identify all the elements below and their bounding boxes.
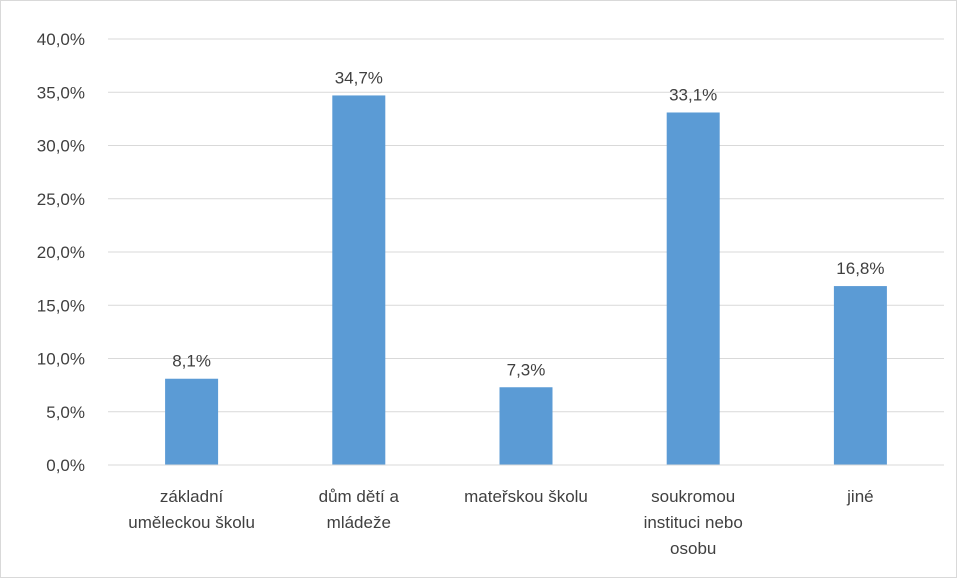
- y-tick-label: 30,0%: [37, 137, 85, 156]
- bar: [332, 95, 386, 465]
- y-tick-label: 0,0%: [46, 456, 85, 475]
- x-tick-label: uměleckou školu: [128, 513, 255, 532]
- bar: [666, 112, 720, 466]
- data-label: 7,3%: [507, 360, 546, 379]
- y-tick-label: 40,0%: [37, 30, 85, 49]
- x-tick-label: mateřskou školu: [464, 487, 588, 506]
- bar: [833, 286, 887, 465]
- data-label: 16,8%: [836, 259, 884, 278]
- x-tick-label: soukromou: [651, 487, 735, 506]
- x-tick-label: instituci nebo: [644, 513, 743, 532]
- data-label: 33,1%: [669, 85, 717, 104]
- x-tick-label: základní: [160, 487, 224, 506]
- x-tick-label: osobu: [670, 539, 716, 558]
- y-tick-label: 15,0%: [37, 296, 85, 315]
- x-tick-label: dům dětí a: [319, 487, 400, 506]
- y-tick-label: 10,0%: [37, 350, 85, 369]
- data-label: 34,7%: [335, 68, 383, 87]
- data-label: 8,1%: [172, 352, 211, 371]
- x-tick-label: jiné: [846, 487, 873, 506]
- y-tick-label: 35,0%: [37, 83, 85, 102]
- x-tick-label: mládeže: [327, 513, 391, 532]
- bar: [499, 387, 553, 465]
- y-tick-label: 20,0%: [37, 243, 85, 262]
- y-tick-label: 25,0%: [37, 190, 85, 209]
- bar: [165, 378, 219, 465]
- y-tick-label: 5,0%: [46, 403, 85, 422]
